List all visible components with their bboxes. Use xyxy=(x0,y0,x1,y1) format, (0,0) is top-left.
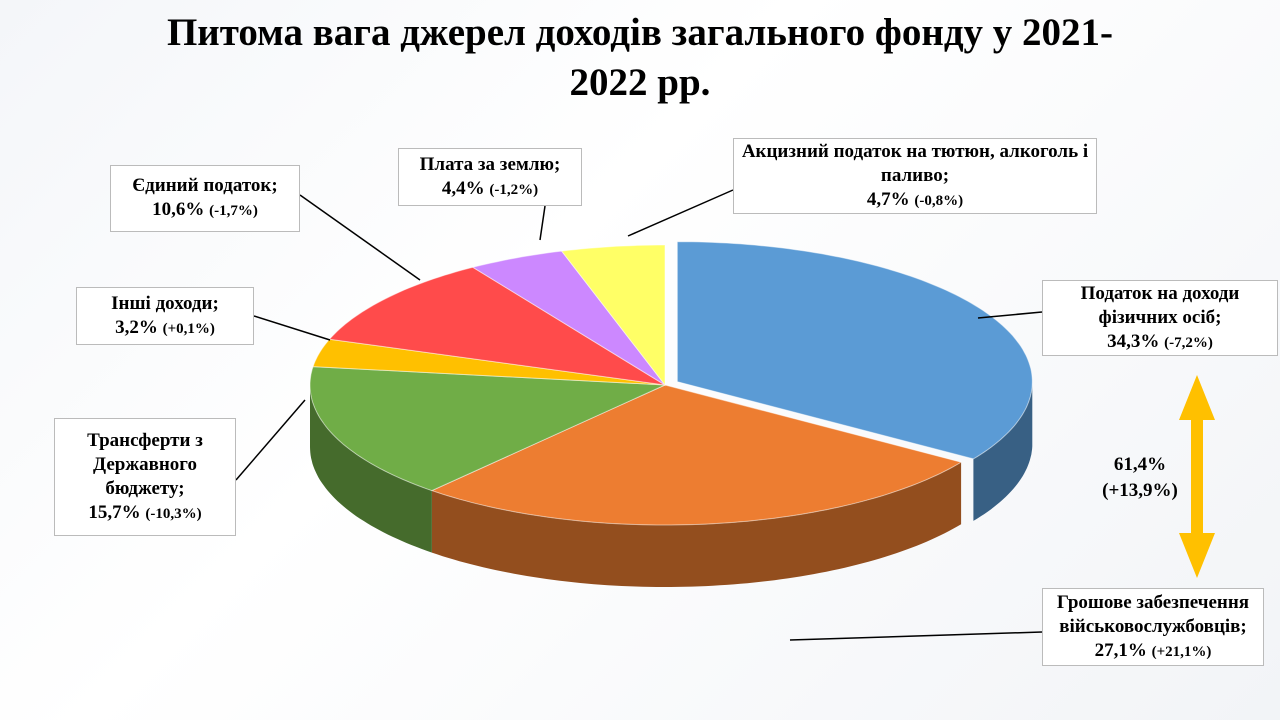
label-line: Плата за землю; xyxy=(405,153,575,177)
label-line: Грошове забезпечення військовослужбовців… xyxy=(1049,591,1257,639)
value-label: 15,7% xyxy=(88,501,141,523)
slice-label: Податок на доходи фізичних осіб; 34,3% (-… xyxy=(1042,280,1278,356)
chart-title: Питома вага джерел доходів загального фо… xyxy=(166,11,1114,104)
category-label: Акцизний податок на тютюн, алкоголь і па… xyxy=(741,140,1089,186)
change-label: (+21,1%) xyxy=(1151,643,1212,660)
label-line: 3,2% (+0,1%) xyxy=(83,316,247,341)
slice xyxy=(676,241,1033,460)
leader-line xyxy=(253,315,331,341)
label-line: 34,3% (-7,2%) xyxy=(1049,330,1271,355)
double-arrow xyxy=(1179,375,1215,578)
value-label: 4,7% xyxy=(866,188,910,210)
change-label: (+0,1%) xyxy=(162,320,215,337)
category-label: Інші доходи; xyxy=(111,292,219,314)
annotation-change: (+13,9%) xyxy=(1102,480,1178,501)
label-line: 15,7% (-10,3%) xyxy=(61,501,229,526)
change-label: (-1,7%) xyxy=(209,203,258,219)
slice xyxy=(471,250,666,386)
change-label: (-1,2%) xyxy=(489,181,539,198)
slice-label: Плата за землю; 4,4% (-1,2%) xyxy=(398,148,582,206)
category-label: Податок на доходи фізичних осіб; xyxy=(1080,282,1240,328)
category-label: Єдиний податок; xyxy=(132,175,278,196)
category-label: Трансферти з Державного бюджету; xyxy=(87,429,203,499)
label-line: Єдиний податок; xyxy=(117,174,293,198)
label-line: Акцизний податок на тютюн, алкоголь і па… xyxy=(740,140,1090,188)
slice xyxy=(430,384,963,526)
value-label: 10,6% xyxy=(152,199,205,220)
value-label: 4,4% xyxy=(441,177,485,199)
leader-line xyxy=(627,189,734,237)
change-label: (-0,8%) xyxy=(914,192,964,209)
label-line: 4,4% (-1,2%) xyxy=(405,177,575,202)
label-line: 27,1% (+21,1%) xyxy=(1049,639,1257,664)
slice-label: Акцизний податок на тютюн, алкоголь і па… xyxy=(733,138,1097,214)
slice xyxy=(309,366,666,492)
annotation-share: 61,4% xyxy=(1113,454,1167,475)
slice-label: Грошове забезпечення військовослужбовців… xyxy=(1042,588,1264,666)
slice xyxy=(560,244,666,387)
leader-line xyxy=(539,205,546,241)
slice-label: Трансферти з Державного бюджету; 15,7% (-… xyxy=(54,418,236,536)
leader-line xyxy=(235,399,306,481)
label-line: 4,7% (-0,8%) xyxy=(740,188,1090,213)
slice xyxy=(328,266,666,386)
leader-line xyxy=(977,311,1043,319)
change-label: (-7,2%) xyxy=(1164,334,1213,351)
label-line: Інші доходи; xyxy=(83,292,247,316)
value-label: 27,1% xyxy=(1094,639,1147,661)
slice xyxy=(312,338,666,386)
category-label: Плата за землю; xyxy=(419,153,561,175)
value-label: 34,3% xyxy=(1107,330,1160,352)
slice-side xyxy=(973,381,1033,521)
change-label: (-10,3%) xyxy=(145,505,202,522)
value-label: 3,2% xyxy=(115,316,158,338)
label-line: Податок на доходи фізичних осіб; xyxy=(1049,282,1271,330)
label-line: 10,6% (-1,7%) xyxy=(117,198,293,223)
label-line: Трансферти з Державного бюджету; xyxy=(61,429,229,501)
slice-side xyxy=(310,385,432,553)
leader-line xyxy=(299,194,421,281)
leader-line xyxy=(789,631,1043,641)
slice-label: Єдиний податок; 10,6% (-1,7%) xyxy=(110,165,300,232)
category-label: Грошове забезпечення військовослужбовців… xyxy=(1056,591,1250,637)
slice-label: Інші доходи; 3,2% (+0,1%) xyxy=(76,287,254,345)
